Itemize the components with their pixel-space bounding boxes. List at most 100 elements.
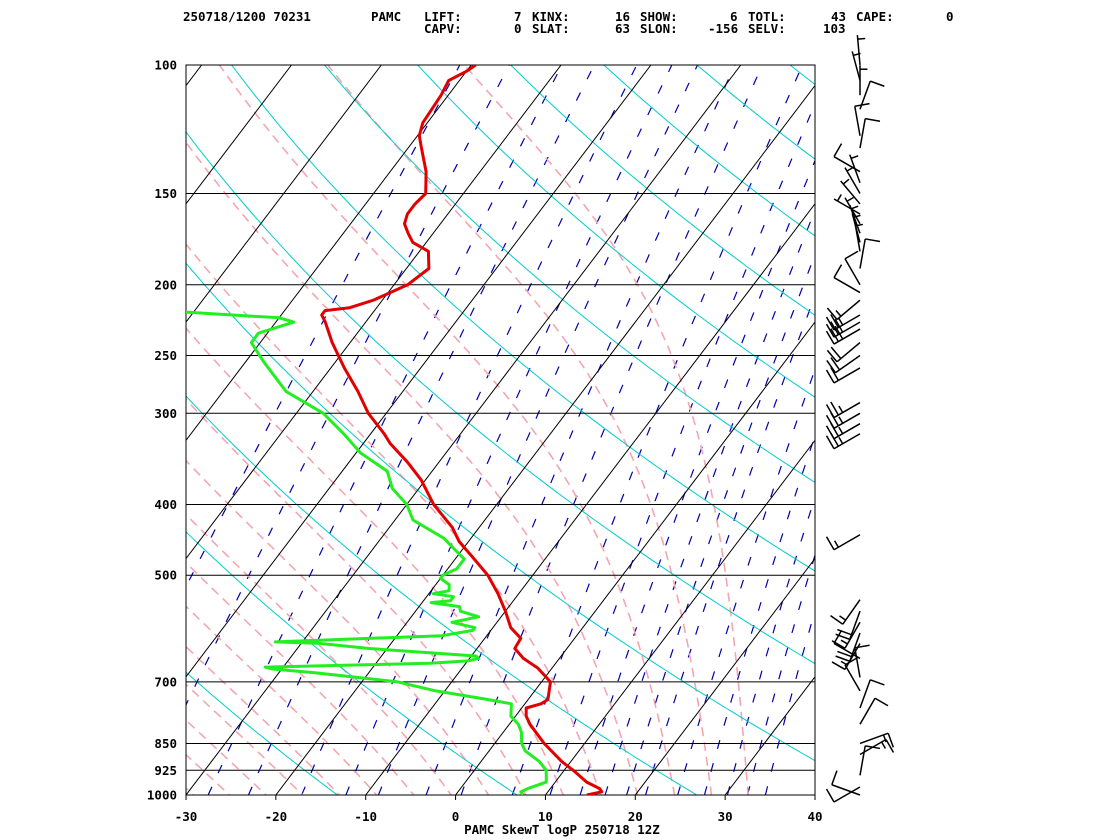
mixing-ratio-line bbox=[186, 65, 510, 707]
isotherms bbox=[0, 65, 815, 795]
mixing-ratio-line bbox=[703, 433, 815, 795]
kinx-value: 16 bbox=[615, 9, 631, 24]
isotherm-line bbox=[455, 321, 815, 795]
wind-barb bbox=[831, 621, 861, 649]
mixing-ratio-line bbox=[626, 253, 815, 795]
isotherm-line bbox=[0, 65, 22, 795]
dry-adiabat-line bbox=[186, 131, 815, 665]
wind-barb bbox=[859, 745, 881, 776]
wind-barb bbox=[825, 367, 861, 384]
isotherm-line bbox=[186, 65, 562, 560]
mixing-ratio-line bbox=[579, 159, 815, 795]
wind-barb bbox=[830, 599, 861, 625]
isotherm-line bbox=[545, 439, 815, 795]
dry-adiabat-line bbox=[603, 65, 815, 237]
wind-barb bbox=[825, 534, 861, 551]
wind-barb bbox=[859, 80, 885, 110]
temperature-tick-label: -10 bbox=[354, 809, 377, 824]
mixing-ratio-line bbox=[301, 65, 638, 795]
cape-label: CAPE: bbox=[856, 9, 894, 24]
isobars bbox=[185, 64, 816, 796]
wind-barb bbox=[835, 632, 861, 662]
moist-adiabat-line bbox=[186, 398, 527, 795]
chart-title: PAMC SkewT logP 250718 12Z bbox=[464, 822, 660, 837]
wind-barb bbox=[825, 786, 861, 803]
lift-value: 7 bbox=[514, 9, 522, 24]
slat-label: SLAT: bbox=[532, 21, 570, 36]
pressure-tick-label: 100 bbox=[154, 58, 177, 73]
mixing-ratio-line bbox=[345, 65, 673, 795]
pressure-tick-label: 250 bbox=[154, 348, 177, 363]
isotherm-line bbox=[186, 65, 652, 678]
moist-adiabat-line bbox=[186, 645, 341, 795]
temperature-tick-label: 20 bbox=[628, 809, 643, 824]
slon-label: SLON: bbox=[640, 21, 678, 36]
temperature-tick-label: -20 bbox=[265, 809, 288, 824]
cape-value: 0 bbox=[946, 9, 954, 24]
dry-adiabat-line bbox=[696, 65, 815, 160]
wind-barb bbox=[831, 770, 861, 796]
isotherm-line bbox=[0, 65, 112, 795]
show-value: 6 bbox=[730, 9, 738, 24]
isotherm-line bbox=[275, 84, 815, 795]
mixing-ratio-line bbox=[764, 608, 815, 795]
wind-barb bbox=[859, 697, 889, 725]
wind-barb bbox=[859, 732, 895, 748]
wind-barb bbox=[835, 610, 861, 641]
moist-adiabat-line bbox=[186, 242, 602, 795]
wind-barb bbox=[826, 299, 861, 321]
mixing-ratio-line bbox=[207, 65, 563, 795]
mixing-ratio-line bbox=[604, 208, 815, 795]
pressure-tick-label: 300 bbox=[154, 406, 177, 421]
dry-adiabat-line bbox=[186, 531, 519, 795]
kinx-label: KINX: bbox=[532, 9, 570, 24]
isotherm-line bbox=[186, 65, 382, 323]
selv-value: 103 bbox=[823, 21, 846, 36]
isotherm-line bbox=[634, 557, 815, 795]
pressure-tick-label: 200 bbox=[154, 277, 177, 292]
wind-barb bbox=[833, 194, 861, 215]
isotherm-line bbox=[724, 675, 815, 795]
wind-barb bbox=[844, 656, 861, 692]
pressure-tick-label: 150 bbox=[154, 186, 177, 201]
dry-adiabat-line bbox=[231, 65, 815, 572]
temperature-profile bbox=[320, 65, 604, 795]
moist-adiabat-line bbox=[186, 561, 415, 795]
totl-value: 43 bbox=[831, 9, 847, 24]
dry-adiabat-line bbox=[417, 65, 815, 398]
isotherm-line bbox=[814, 794, 815, 795]
date-station-id: 250718/1200 70231 bbox=[183, 9, 311, 24]
moist-adiabat-line bbox=[186, 513, 453, 795]
moist-adiabat-line bbox=[218, 65, 676, 795]
moist-adiabat-line bbox=[186, 683, 304, 795]
show-label: SHOW: bbox=[640, 9, 678, 24]
station-name: PAMC bbox=[371, 9, 402, 24]
wind-barb bbox=[859, 679, 885, 709]
wind-barb bbox=[826, 341, 861, 363]
dry-adiabat-line bbox=[0, 65, 176, 811]
isotherm-line bbox=[365, 203, 815, 795]
moist-adiabat-line bbox=[0, 65, 174, 811]
pressure-tick-label: 400 bbox=[154, 497, 177, 512]
wind-barb bbox=[826, 354, 861, 374]
capv-label: CAPV: bbox=[424, 21, 462, 36]
mixing-ratio-line bbox=[186, 65, 461, 589]
moist-adiabat-line bbox=[186, 719, 268, 795]
wind-barb bbox=[825, 432, 861, 450]
dry-adiabat-line bbox=[186, 395, 698, 795]
wind-barb bbox=[833, 264, 861, 294]
pressure-tick-label: 500 bbox=[154, 568, 177, 583]
moist-adiabat-line bbox=[186, 459, 490, 795]
mixing-ratio-line bbox=[677, 367, 815, 795]
isotherm-line bbox=[186, 65, 742, 795]
wind-barb bbox=[825, 401, 861, 419]
selv-label: SELV: bbox=[748, 21, 786, 36]
temperature-tick-label: -30 bbox=[175, 809, 198, 824]
sounding-profiles bbox=[186, 65, 604, 795]
dewpoint-profile bbox=[186, 310, 548, 795]
moist-adiabat-line bbox=[186, 605, 378, 795]
wind-barb bbox=[825, 314, 861, 331]
pressure-tick-label: 925 bbox=[154, 763, 177, 778]
isotherm-line bbox=[186, 65, 292, 205]
